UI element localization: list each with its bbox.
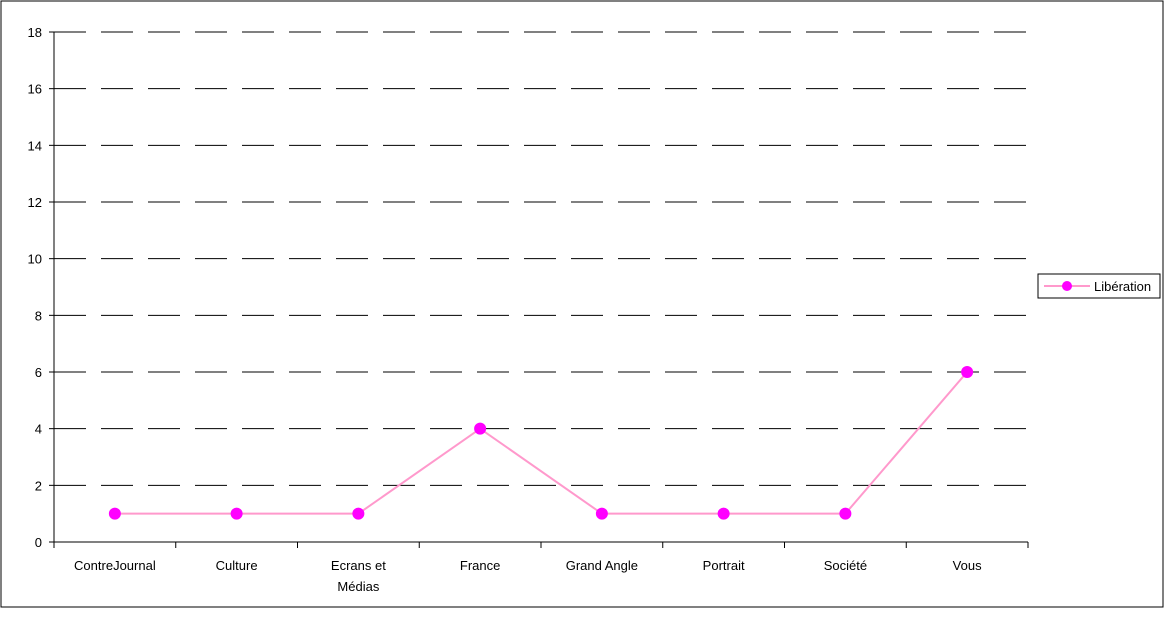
data-point — [230, 507, 243, 520]
x-tick-label: Culture — [216, 558, 258, 573]
y-tick-label: 12 — [28, 195, 42, 210]
y-tick-label: 6 — [35, 365, 42, 380]
y-tick-label: 4 — [35, 422, 42, 437]
legend: Libération — [1037, 273, 1161, 299]
data-point — [717, 507, 730, 520]
y-tick-label: 14 — [28, 138, 42, 153]
legend-label: Libération — [1094, 279, 1151, 294]
gridlines — [54, 31, 1028, 486]
y-tick-label: 0 — [35, 535, 42, 550]
x-tick-label: Ecrans et Médias — [331, 558, 386, 594]
x-tick-label-line: Portrait — [703, 558, 745, 573]
x-tick-label: Grand Angle — [566, 558, 638, 573]
series-line — [114, 371, 968, 515]
x-tick-label: Portrait — [703, 558, 745, 573]
data-point — [961, 366, 974, 378]
legend-marker — [1062, 281, 1072, 291]
y-tick-label: 2 — [35, 478, 42, 493]
x-tick-label: Société — [824, 558, 867, 573]
series-layer — [108, 366, 974, 520]
x-tick-label-line: Médias — [337, 579, 379, 594]
data-point — [595, 507, 608, 520]
x-tick-label-line: Ecrans et — [331, 558, 386, 573]
x-tick-label-line: ContreJournal — [74, 558, 156, 573]
data-point — [352, 507, 365, 520]
y-tick-label: 18 — [28, 25, 42, 40]
x-tick-label: Vous — [953, 558, 982, 573]
x-tick-label: France — [460, 558, 500, 573]
x-tick-label-line: Vous — [953, 558, 982, 573]
x-tick-label-line: Société — [824, 558, 867, 573]
data-point — [474, 422, 487, 435]
y-tick-label: 8 — [35, 308, 42, 323]
x-tick-label-line: France — [460, 558, 500, 573]
y-tick-label: 16 — [28, 82, 42, 97]
axes: 0 2 4 6 8 10 12 14 16 18 ContreJournal Culture Ecran… — [28, 25, 1029, 594]
x-tick-label-line: Grand Angle — [566, 558, 638, 573]
legend-box — [1037, 273, 1161, 299]
y-tick-label: 10 — [28, 252, 42, 267]
data-point — [839, 507, 852, 520]
data-point — [108, 507, 121, 520]
x-tick-label-line: Culture — [216, 558, 258, 573]
x-tick-label: ContreJournal — [74, 558, 156, 573]
